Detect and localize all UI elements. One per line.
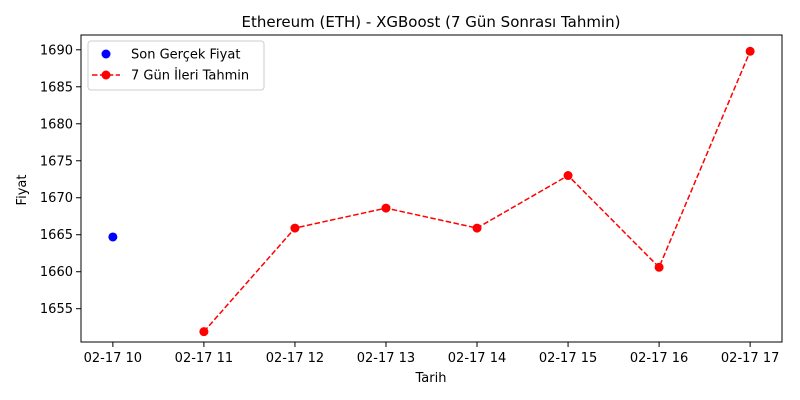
legend-label: Son Gerçek Fiyat bbox=[131, 48, 240, 63]
forecast-point bbox=[199, 327, 209, 337]
actual-price-point bbox=[108, 232, 118, 242]
y-tick-label: 1660 bbox=[40, 265, 73, 280]
x-tick-label: 02-17 11 bbox=[175, 351, 233, 366]
y-axis-title: Fiyat bbox=[15, 175, 30, 206]
forecast-point bbox=[745, 46, 755, 56]
y-tick-label: 1685 bbox=[40, 80, 73, 95]
forecast-line bbox=[203, 50, 751, 333]
legend-box bbox=[87, 40, 265, 91]
x-tick-label: 02-17 15 bbox=[539, 351, 597, 366]
chart-title: Ethereum (ETH) - XGBoost (7 Gün Sonrası … bbox=[241, 13, 620, 31]
legend: Son Gerçek Fiyat 7 Gün İleri Tahmin bbox=[87, 40, 265, 91]
legend-label: 7 Gün İleri Tahmin bbox=[131, 68, 249, 84]
y-tick-label: 1670 bbox=[40, 191, 73, 206]
x-tick-label: 02-17 12 bbox=[266, 351, 324, 366]
x-tick-label: 02-17 10 bbox=[84, 351, 142, 366]
x-axis-title: Tarih bbox=[415, 371, 447, 386]
x-tick-label: 02-17 14 bbox=[448, 351, 506, 366]
forecast-point bbox=[381, 203, 391, 213]
plot-frame bbox=[80, 34, 783, 343]
plot-area: 02-17 10 02-17 11 02-17 12 02-17 13 02-17 14… bbox=[40, 34, 783, 366]
y-tick-label: 1655 bbox=[40, 302, 73, 317]
y-tick-label: 1690 bbox=[40, 43, 73, 58]
legend-marker-swatch bbox=[101, 70, 111, 80]
y-tick-label: 1680 bbox=[40, 117, 73, 132]
forecast-point bbox=[654, 262, 664, 272]
forecast-point bbox=[290, 223, 300, 233]
x-tick-label: 02-17 17 bbox=[721, 351, 779, 366]
y-tick-label: 1665 bbox=[40, 228, 73, 243]
forecast-point bbox=[563, 171, 573, 181]
x-tick-label: 02-17 13 bbox=[357, 351, 415, 366]
forecast-point bbox=[472, 223, 482, 233]
y-tick-label: 1675 bbox=[40, 154, 73, 169]
legend-marker-swatch bbox=[101, 49, 111, 59]
x-tick-label: 02-17 16 bbox=[630, 351, 688, 366]
